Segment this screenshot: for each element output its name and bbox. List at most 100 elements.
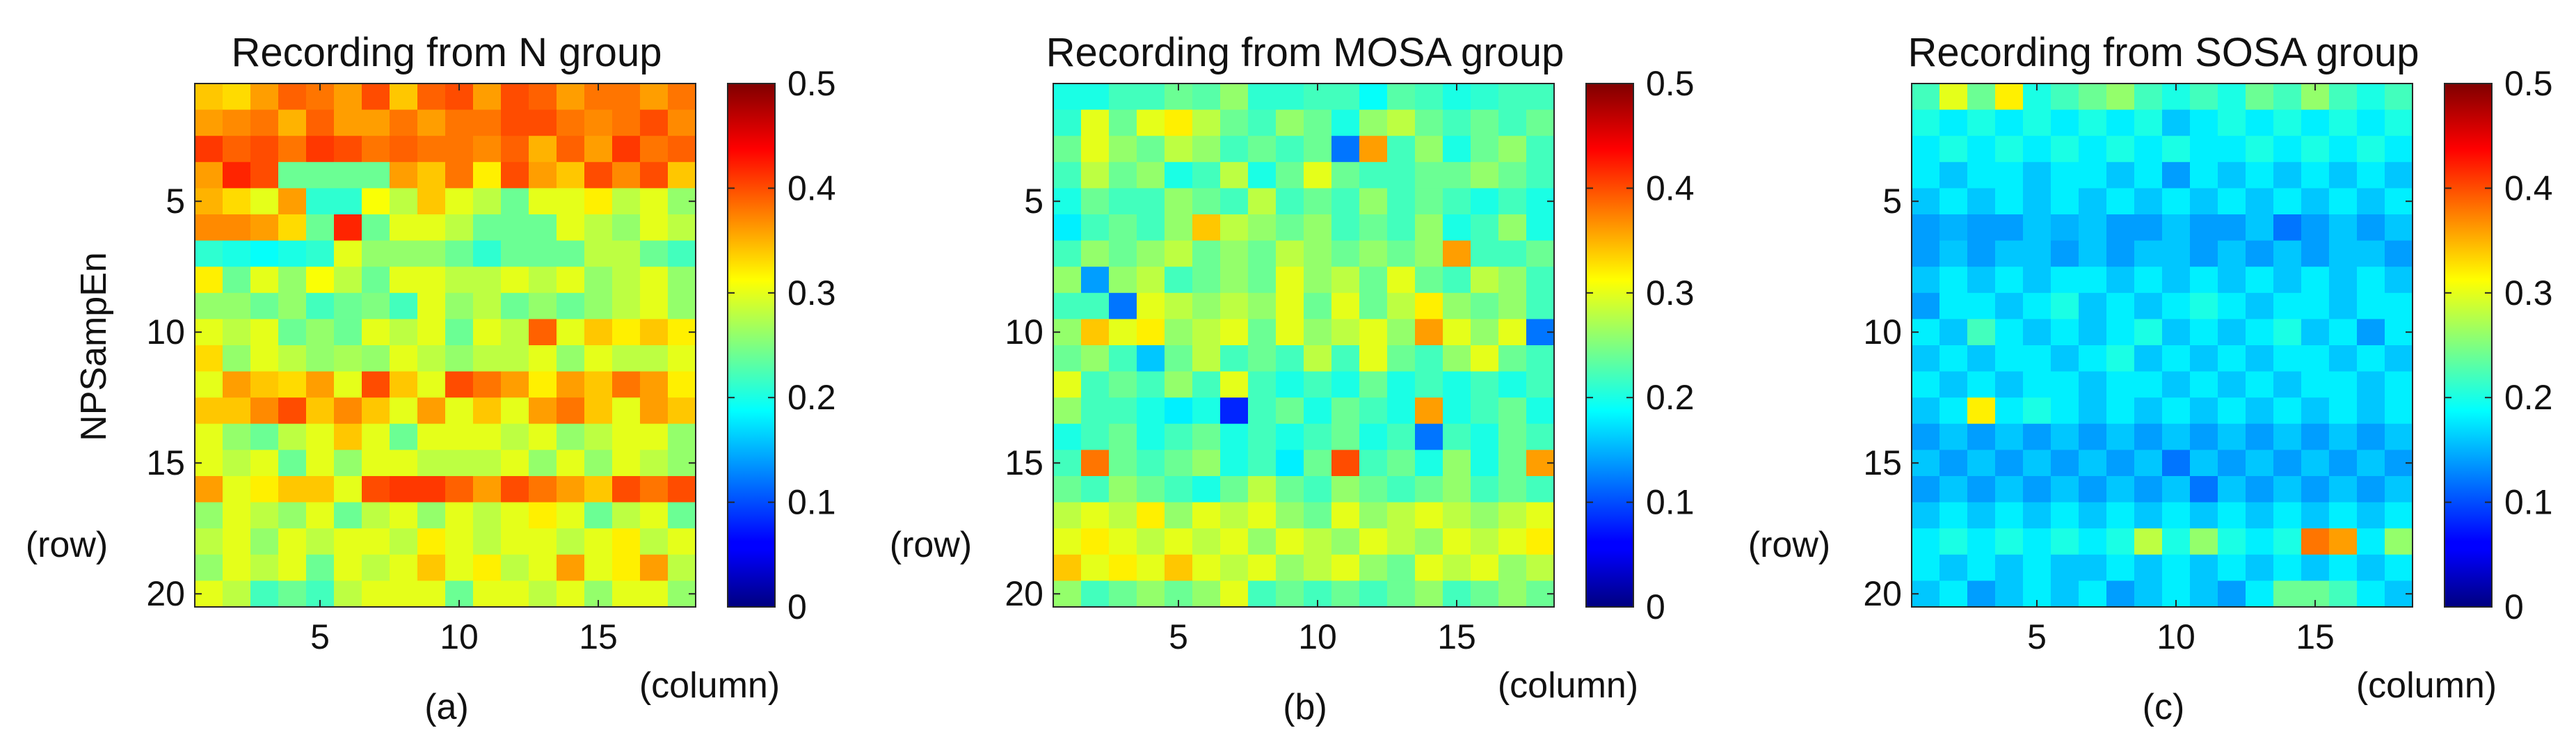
heatmap-cell (195, 345, 223, 372)
heatmap-cell (417, 476, 446, 503)
y-tick-label: 10 (1863, 313, 1902, 351)
heatmap-cell (1939, 580, 1968, 608)
heatmap-cell (2246, 580, 2274, 608)
heatmap-cell (2106, 136, 2135, 163)
heatmap-cell (2246, 528, 2274, 555)
heatmap-cell (1081, 554, 1110, 581)
heatmap-cell (250, 528, 279, 555)
heatmap-cell (501, 371, 529, 398)
heatmap-cell (2051, 554, 2079, 581)
heatmap-cell (417, 554, 446, 581)
heatmap-cell (362, 423, 390, 450)
heatmap-cell (2246, 161, 2274, 189)
heatmap-cell (2134, 554, 2163, 581)
heatmap-cell (2106, 109, 2135, 136)
heatmap-cell (557, 450, 585, 477)
heatmap-cell (1387, 267, 1416, 294)
heatmap-cell (1109, 84, 1137, 111)
heatmap-cell (390, 188, 418, 215)
heatmap-cell (640, 450, 669, 477)
heatmap-cell (2190, 423, 2218, 450)
heatmap-cell (1912, 345, 1940, 372)
heatmap-cell (362, 292, 390, 319)
heatmap-cell (2301, 476, 2330, 503)
heatmap-cell (1912, 161, 1940, 189)
heatmap-cell (1471, 319, 1499, 346)
heatmap-cell (2106, 423, 2135, 450)
heatmap-cell (1359, 450, 1388, 477)
heatmap-cell (2329, 450, 2358, 477)
heatmap-cell (2273, 450, 2302, 477)
heatmap-cell (2106, 319, 2135, 346)
heatmap-cell (1053, 161, 1082, 189)
heatmap-cell (2273, 580, 2302, 608)
heatmap-cell (2357, 136, 2385, 163)
heatmap-cell (2301, 319, 2330, 346)
heatmap-cell (445, 397, 474, 425)
heatmap-cell (2329, 214, 2358, 242)
heatmap-cell (1276, 240, 1304, 267)
heatmap-cell (1387, 397, 1416, 425)
heatmap-cell (2273, 319, 2302, 346)
heatmap-cell (473, 528, 502, 555)
panel-c: Recording from SOSA group (row) (column)… (1748, 30, 2553, 727)
heatmap-cell (557, 502, 585, 529)
heatmap-cell (640, 397, 669, 425)
y-tick-label: 10 (146, 313, 185, 351)
panel-title: Recording from MOSA group (1046, 30, 1565, 75)
heatmap-cell (473, 161, 502, 189)
heatmap-cell (1387, 292, 1416, 319)
heatmap-cell (2134, 397, 2163, 425)
heatmap-cell (362, 109, 390, 136)
heatmap-cell (2134, 319, 2163, 346)
heatmap-cell (1526, 84, 1555, 111)
heatmap-cell (2357, 450, 2385, 477)
heatmap-cell (445, 214, 474, 242)
heatmap-cell (1192, 423, 1221, 450)
heatmap-cell (278, 502, 307, 529)
heatmap-cell (306, 214, 335, 242)
heatmap-cell (529, 267, 557, 294)
heatmap-cell (668, 214, 696, 242)
heatmap-cell (1415, 423, 1443, 450)
heatmap-cell (2162, 528, 2191, 555)
heatmap-cell (417, 84, 446, 111)
heatmap-cell (2329, 502, 2358, 529)
heatmap-cell (612, 528, 641, 555)
heatmap-cell (1415, 345, 1443, 372)
heatmap-cell (1304, 423, 1332, 450)
heatmap-cell (306, 397, 335, 425)
heatmap-cell (1248, 267, 1277, 294)
heatmap-cell (1967, 580, 1996, 608)
y-tick-label: 20 (1863, 574, 1902, 613)
heatmap-cell (501, 161, 529, 189)
heatmap-cell (1137, 397, 1165, 425)
heatmap-cell (668, 240, 696, 267)
heatmap-cell (2357, 109, 2385, 136)
heatmap-cell (2218, 109, 2246, 136)
heatmap-cell (1304, 188, 1332, 215)
heatmap-cell (2079, 214, 2107, 242)
heatmap-cell (1995, 84, 2024, 111)
heatmap-cell (250, 161, 279, 189)
heatmap-cell (1053, 345, 1082, 372)
heatmap-cell (306, 371, 335, 398)
heatmap-cell (1995, 136, 2024, 163)
heatmap-cell (1137, 371, 1165, 398)
heatmap-cell (2385, 554, 2413, 581)
heatmap-cell (250, 109, 279, 136)
heatmap-cell (668, 476, 696, 503)
heatmap-cell (1387, 371, 1416, 398)
heatmap-cell (2301, 109, 2330, 136)
heatmap-cell (1192, 397, 1221, 425)
heatmap-cell (1359, 292, 1388, 319)
heatmap-cell (250, 240, 279, 267)
heatmap-cell (278, 554, 307, 581)
heatmap-cell (445, 292, 474, 319)
heatmap-cell (362, 267, 390, 294)
heatmap-cell (2218, 528, 2246, 555)
heatmap-cell (278, 214, 307, 242)
heatmap-cell (529, 423, 557, 450)
heatmap-cell (2190, 371, 2218, 398)
heatmap-cell (2385, 423, 2413, 450)
